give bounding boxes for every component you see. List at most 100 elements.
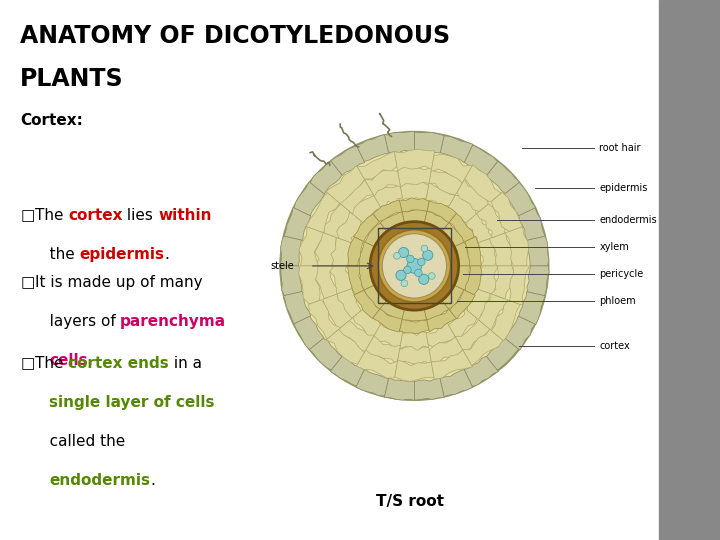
Polygon shape <box>402 308 426 321</box>
Polygon shape <box>436 231 449 244</box>
Polygon shape <box>323 294 352 330</box>
Polygon shape <box>395 150 435 171</box>
Circle shape <box>423 250 433 260</box>
Polygon shape <box>364 170 400 197</box>
Polygon shape <box>408 235 421 248</box>
Polygon shape <box>527 236 549 266</box>
Polygon shape <box>330 238 351 266</box>
Polygon shape <box>426 274 443 290</box>
Polygon shape <box>527 266 549 295</box>
Polygon shape <box>401 223 415 230</box>
Polygon shape <box>383 252 397 266</box>
Polygon shape <box>299 227 323 266</box>
Polygon shape <box>478 238 498 266</box>
Polygon shape <box>284 292 311 324</box>
Polygon shape <box>424 301 449 319</box>
Polygon shape <box>467 288 492 321</box>
Text: .: . <box>164 247 169 262</box>
Text: □: □ <box>20 275 35 291</box>
Text: single layer of cells: single layer of cells <box>49 395 215 410</box>
Polygon shape <box>334 212 361 244</box>
Polygon shape <box>383 266 397 279</box>
Text: cortex: cortex <box>68 208 122 223</box>
Polygon shape <box>477 204 505 238</box>
Polygon shape <box>356 350 397 378</box>
Polygon shape <box>359 242 374 266</box>
Text: endodermis: endodermis <box>599 215 657 225</box>
Polygon shape <box>478 293 508 330</box>
Polygon shape <box>364 285 386 309</box>
Polygon shape <box>450 290 475 319</box>
Polygon shape <box>314 266 336 299</box>
Polygon shape <box>337 288 361 319</box>
Polygon shape <box>455 320 490 350</box>
Polygon shape <box>449 307 477 340</box>
Polygon shape <box>400 198 429 212</box>
Polygon shape <box>450 253 457 266</box>
Polygon shape <box>400 181 428 200</box>
Polygon shape <box>329 266 352 294</box>
Bar <box>659 0 720 540</box>
Polygon shape <box>426 242 442 258</box>
Circle shape <box>399 247 409 258</box>
Polygon shape <box>330 355 364 386</box>
Text: epidermis: epidermis <box>599 183 648 193</box>
Circle shape <box>407 259 422 273</box>
Polygon shape <box>454 242 470 266</box>
Polygon shape <box>299 266 320 304</box>
Polygon shape <box>364 336 400 364</box>
Text: stele: stele <box>270 261 294 271</box>
Text: The: The <box>35 208 68 223</box>
Polygon shape <box>490 233 514 266</box>
Polygon shape <box>415 132 444 153</box>
Polygon shape <box>354 290 380 319</box>
Polygon shape <box>429 170 464 194</box>
Circle shape <box>404 266 411 274</box>
Polygon shape <box>384 131 415 153</box>
Circle shape <box>382 234 446 298</box>
Polygon shape <box>348 237 364 266</box>
Polygon shape <box>431 154 472 183</box>
Polygon shape <box>418 281 433 296</box>
Text: PLANTS: PLANTS <box>20 68 124 91</box>
Polygon shape <box>475 266 500 295</box>
Polygon shape <box>467 212 492 243</box>
Circle shape <box>407 255 414 262</box>
Polygon shape <box>431 252 446 266</box>
Circle shape <box>418 274 429 285</box>
Polygon shape <box>354 214 379 241</box>
Polygon shape <box>415 223 428 230</box>
Text: xylem: xylem <box>599 242 629 252</box>
Polygon shape <box>402 210 427 223</box>
Circle shape <box>415 269 422 276</box>
Polygon shape <box>464 165 501 202</box>
Polygon shape <box>359 266 374 290</box>
Text: It is made up of many: It is made up of many <box>35 275 202 291</box>
Polygon shape <box>347 266 364 294</box>
Polygon shape <box>415 379 444 400</box>
Text: .: . <box>150 473 155 488</box>
Polygon shape <box>397 166 432 187</box>
Circle shape <box>421 245 428 252</box>
Circle shape <box>280 132 549 400</box>
Text: ANATOMY OF DICOTYLEDONOUS: ANATOMY OF DICOTYLEDONOUS <box>20 24 450 48</box>
Polygon shape <box>306 193 340 233</box>
Circle shape <box>428 273 435 279</box>
Polygon shape <box>464 356 498 386</box>
Text: parenchyma: parenchyma <box>120 314 226 329</box>
Polygon shape <box>374 278 384 291</box>
Polygon shape <box>374 241 384 254</box>
Polygon shape <box>426 296 440 307</box>
Polygon shape <box>487 339 518 370</box>
Polygon shape <box>356 369 389 396</box>
Polygon shape <box>465 266 482 295</box>
Polygon shape <box>379 300 405 321</box>
Polygon shape <box>442 285 464 309</box>
Polygon shape <box>323 204 350 239</box>
Polygon shape <box>281 266 302 295</box>
Polygon shape <box>337 321 374 352</box>
Polygon shape <box>373 200 402 221</box>
Polygon shape <box>338 180 373 214</box>
Polygon shape <box>449 213 474 242</box>
Polygon shape <box>389 225 402 235</box>
